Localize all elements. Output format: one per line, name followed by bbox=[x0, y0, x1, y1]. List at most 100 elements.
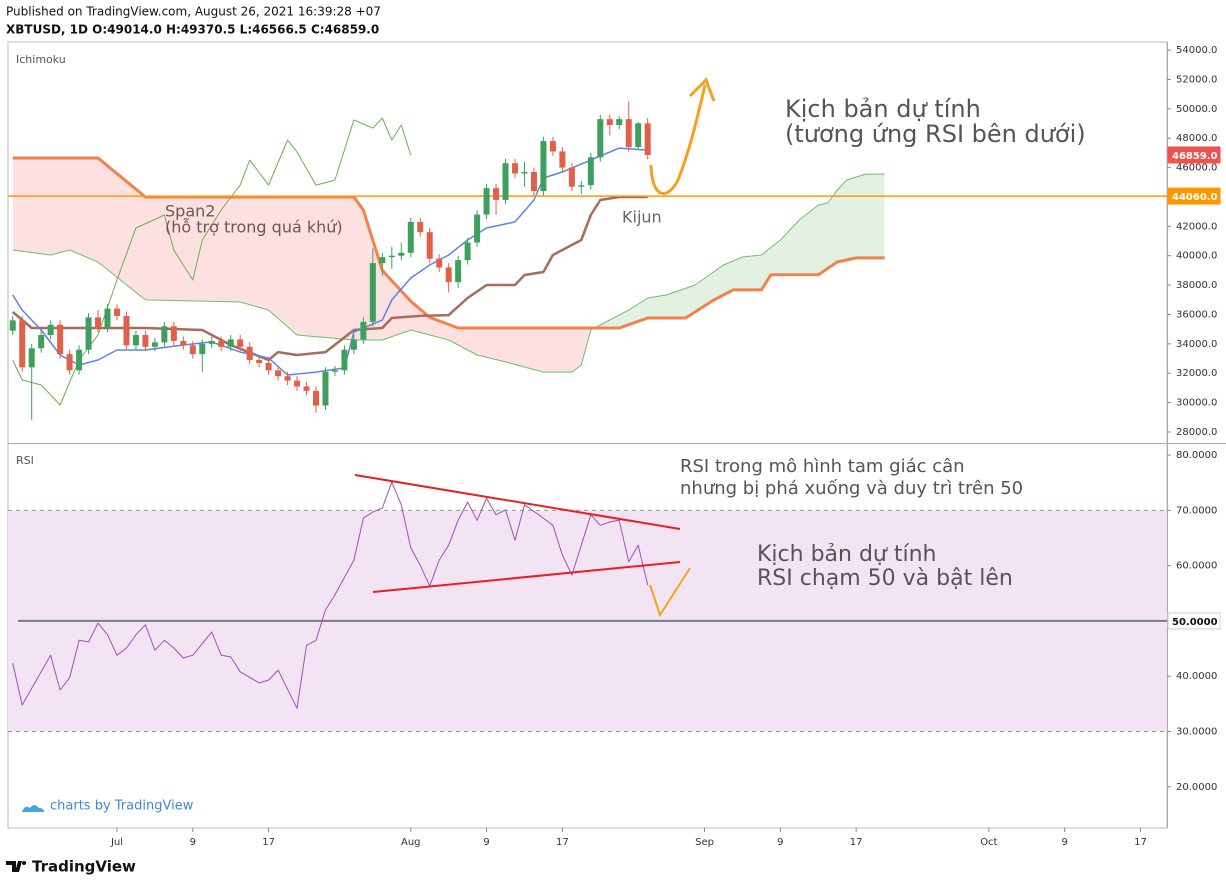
y-tick-label: 46000.0 bbox=[1176, 163, 1217, 174]
candle-body bbox=[57, 324, 64, 355]
y-tick-label: 28000.0 bbox=[1176, 427, 1217, 438]
y-tick-label: 40.0000 bbox=[1176, 671, 1217, 682]
x-tick-label: Oct bbox=[980, 837, 997, 848]
brand-logo bbox=[6, 861, 22, 872]
y-tick-label: 40000.0 bbox=[1176, 251, 1217, 262]
brand: TradingView bbox=[6, 858, 136, 876]
candle-body bbox=[549, 141, 556, 152]
candle-body bbox=[464, 242, 471, 261]
y-tick-label: 36000.0 bbox=[1176, 309, 1217, 320]
annotation: Kịch bản dự tính bbox=[785, 95, 981, 123]
candle-body bbox=[512, 163, 519, 174]
candle-body bbox=[76, 349, 83, 371]
candle-body bbox=[189, 345, 196, 355]
kijun bbox=[11, 195, 648, 362]
annotation: (tương ứng RSI bên dưới) bbox=[785, 120, 1086, 148]
y-tick-label: 34000.0 bbox=[1176, 339, 1217, 350]
credit-icon bbox=[22, 805, 44, 812]
candle-body bbox=[275, 370, 282, 377]
candle-body bbox=[246, 346, 253, 361]
y-tick-label: 20.0000 bbox=[1176, 782, 1217, 793]
candle-body bbox=[606, 119, 613, 125]
candle-body bbox=[66, 354, 73, 371]
candle-body bbox=[455, 260, 462, 283]
candle-body bbox=[474, 214, 481, 243]
candle-body bbox=[331, 370, 338, 372]
plot: 28000.0 30000.0 32000.0 34000.0 36000.0 38000… bbox=[8, 45, 1221, 848]
price-badge bbox=[1167, 187, 1221, 205]
candle-body bbox=[227, 339, 234, 347]
y-tick-label: 30000.0 bbox=[1176, 398, 1217, 409]
x-tick-label: 17 bbox=[262, 837, 275, 848]
candle-body bbox=[303, 386, 310, 391]
candle-body bbox=[578, 185, 585, 187]
annotation: nhưng bị phá xuống và duy trì trên 50 bbox=[680, 478, 1023, 499]
candle-body bbox=[616, 119, 623, 125]
y-tick-label: 52000.0 bbox=[1176, 74, 1217, 85]
span-a bbox=[12, 173, 885, 373]
pane-title: Ichimoku bbox=[16, 53, 66, 66]
candle-body bbox=[199, 343, 206, 355]
x-tick-label: 9 bbox=[190, 837, 196, 848]
y-tick-label: 32000.0 bbox=[1176, 368, 1217, 379]
brand-dot bbox=[22, 861, 26, 865]
y-tick-label: 80.0000 bbox=[1176, 450, 1217, 461]
candle-body bbox=[426, 232, 433, 259]
candle-body bbox=[132, 335, 139, 346]
candle-body bbox=[142, 335, 149, 347]
candle-body bbox=[502, 163, 509, 200]
candle-body bbox=[208, 340, 215, 344]
price-badge bbox=[1167, 612, 1221, 630]
candle-body bbox=[360, 321, 367, 340]
x-tick-label: 17 bbox=[850, 837, 863, 848]
candle-body bbox=[417, 221, 424, 233]
triangle-lower bbox=[372, 561, 681, 593]
candle-body bbox=[568, 167, 575, 187]
candle-body bbox=[341, 349, 348, 371]
y-tick-label: 38000.0 bbox=[1176, 280, 1217, 291]
credit: charts by TradingView bbox=[22, 799, 194, 814]
candle-body bbox=[521, 171, 528, 174]
candle-body bbox=[104, 308, 111, 328]
candle-body bbox=[493, 188, 500, 200]
candle-body bbox=[180, 340, 187, 346]
y-tick-label: 60.0000 bbox=[1176, 561, 1217, 572]
candle-body bbox=[85, 317, 92, 350]
published-line: Published on TradingView.com, August 26,… bbox=[6, 5, 381, 19]
x-tick-label: Jul bbox=[110, 837, 123, 848]
annotation: Kịch bản dự tính bbox=[757, 542, 936, 567]
candle-body bbox=[445, 267, 452, 283]
y-tick-label: 54000.0 bbox=[1176, 45, 1217, 56]
candle-body bbox=[19, 320, 26, 368]
candle-body bbox=[237, 339, 244, 347]
candle-body bbox=[312, 390, 319, 406]
rsi-scenario bbox=[649, 567, 691, 618]
x-tick-label: 17 bbox=[556, 837, 569, 848]
scenario-arrow bbox=[649, 84, 707, 195]
candle-body bbox=[350, 339, 357, 350]
y-tick-label: 70.0000 bbox=[1176, 505, 1217, 516]
candle-body bbox=[256, 360, 263, 363]
y-tick-label: 48000.0 bbox=[1176, 133, 1217, 144]
candle-body bbox=[369, 263, 376, 322]
candle-body bbox=[294, 380, 301, 387]
candle-body bbox=[644, 123, 651, 155]
brand-text: TradingView bbox=[32, 858, 136, 876]
candle-body bbox=[123, 315, 130, 346]
price-badge-label: 44060.0 bbox=[1172, 192, 1218, 203]
candle-body bbox=[113, 308, 120, 316]
candle-body bbox=[530, 171, 537, 192]
candle-body bbox=[47, 324, 54, 336]
y-tick-label: 50000.0 bbox=[1176, 104, 1217, 115]
candle-body bbox=[635, 123, 642, 148]
y-tick-label: 30.0000 bbox=[1176, 727, 1217, 738]
drawings bbox=[354, 77, 716, 618]
candle-body bbox=[265, 362, 272, 371]
candle-body bbox=[625, 119, 632, 148]
candle-body bbox=[218, 340, 225, 347]
span-b bbox=[12, 156, 885, 330]
candle-body bbox=[597, 119, 604, 158]
candle-body bbox=[540, 141, 547, 192]
x-tick-label: Sep bbox=[695, 837, 714, 848]
